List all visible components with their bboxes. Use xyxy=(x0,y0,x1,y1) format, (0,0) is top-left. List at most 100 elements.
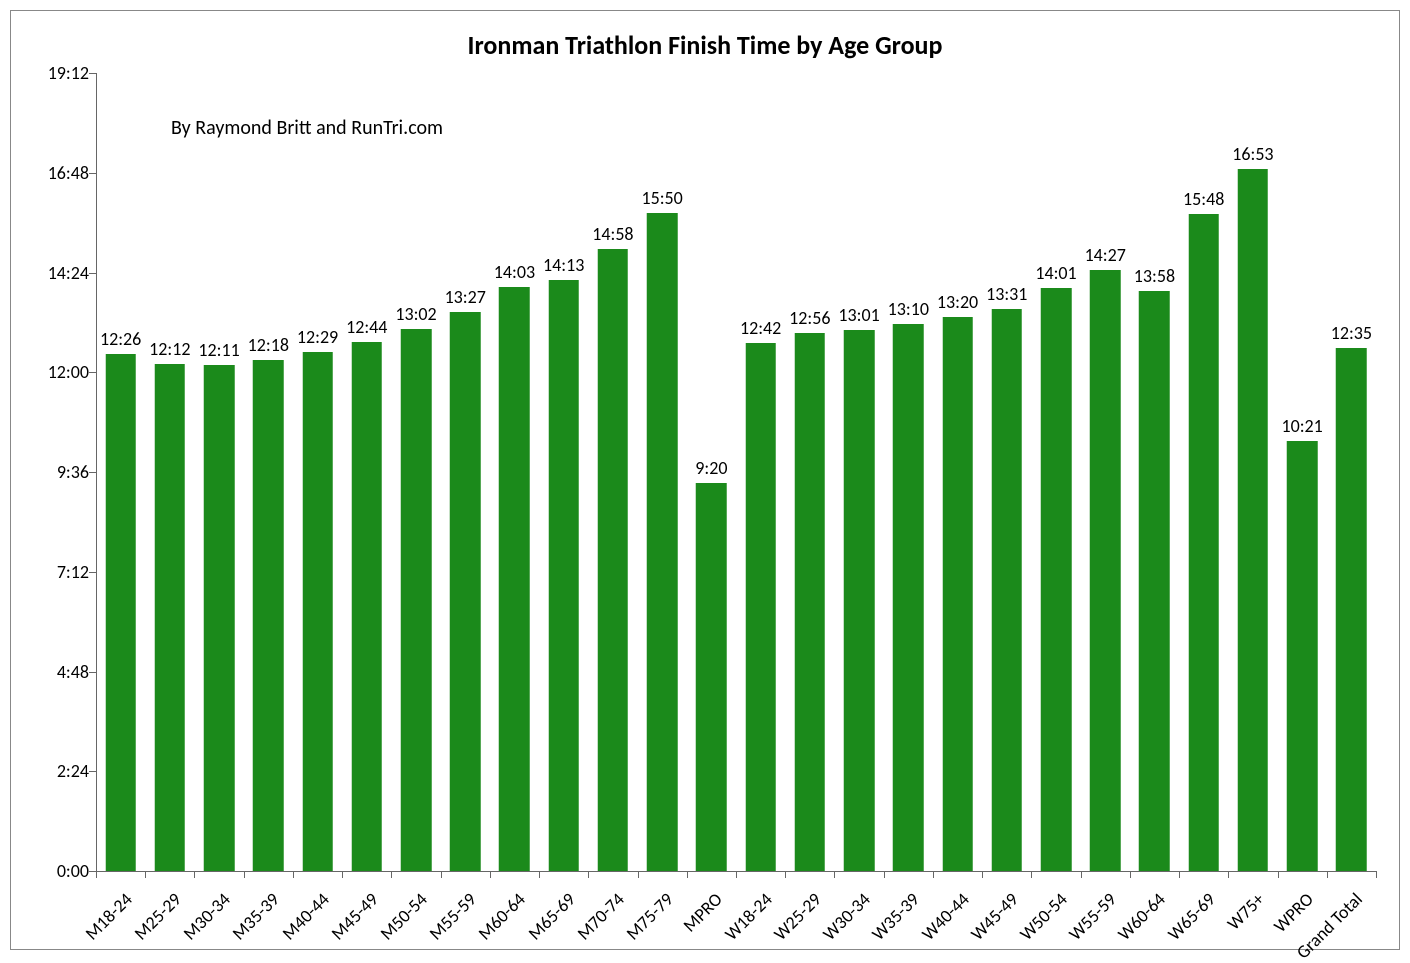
x-tick-mark xyxy=(834,871,835,878)
bar-slot: 13:58 xyxy=(1130,73,1179,871)
x-category-label: W60-64 xyxy=(1114,888,1171,945)
y-tick-mark xyxy=(89,73,96,74)
bar-value-label: 14:58 xyxy=(592,223,633,245)
bar-value-label: 12:56 xyxy=(789,307,830,329)
bar-value-label: 13:58 xyxy=(1134,265,1175,287)
x-tick-mark xyxy=(96,871,97,878)
bar-slot: 14:58 xyxy=(588,73,637,871)
bar xyxy=(155,364,186,871)
bar xyxy=(302,352,333,871)
x-category-label: M50-54 xyxy=(376,888,432,944)
chart-frame: Ironman Triathlon Finish Time by Age Gro… xyxy=(10,10,1400,950)
bar-slot: 13:27 xyxy=(441,73,490,871)
bar-value-label: 13:01 xyxy=(838,304,879,326)
chart-title: Ironman Triathlon Finish Time by Age Gro… xyxy=(11,29,1399,61)
bar-value-label: 14:03 xyxy=(494,261,535,283)
y-tick-mark xyxy=(89,372,96,373)
bar xyxy=(991,309,1022,871)
bar xyxy=(105,354,136,871)
x-tick-mark xyxy=(244,871,245,878)
bar-value-label: 13:31 xyxy=(986,283,1027,305)
x-tick-mark xyxy=(1031,871,1032,878)
x-tick-mark xyxy=(391,871,392,878)
bar-value-label: 9:20 xyxy=(695,457,727,479)
bar-value-label: 13:10 xyxy=(888,298,929,320)
bar xyxy=(795,333,826,871)
x-tick-mark xyxy=(145,871,146,878)
bar-slot: 13:02 xyxy=(391,73,440,871)
x-tick-mark xyxy=(1376,871,1377,878)
x-category-label: W50-54 xyxy=(1015,888,1072,945)
bar xyxy=(893,324,924,871)
y-tick-label: 12:00 xyxy=(19,361,89,383)
y-tick-mark xyxy=(89,771,96,772)
bar xyxy=(1041,288,1072,871)
x-tick-mark xyxy=(342,871,343,878)
bar xyxy=(499,287,530,871)
x-category-label: M60-64 xyxy=(474,888,530,944)
x-category-label: M70-74 xyxy=(573,888,629,944)
y-tick-mark xyxy=(89,572,96,573)
bar-value-label: 16:53 xyxy=(1232,143,1273,165)
x-tick-mark xyxy=(490,871,491,878)
bar-value-label: 14:13 xyxy=(543,254,584,276)
x-category-label: W75+ xyxy=(1223,888,1269,934)
x-category-label: M25-29 xyxy=(129,888,185,944)
bar xyxy=(1287,441,1318,871)
y-tick-mark xyxy=(89,472,96,473)
x-category-label: W40-44 xyxy=(917,888,974,945)
bar-slot: 14:03 xyxy=(490,73,539,871)
plot-area: 12:2612:1212:11 12:18 12:2912:4413:0213:27… xyxy=(96,73,1376,871)
bar-value-label: 13:02 xyxy=(395,303,436,325)
x-tick-mark xyxy=(1228,871,1229,878)
bar-value-label: 12:18 xyxy=(248,334,289,356)
x-category-label: W55-59 xyxy=(1064,888,1121,945)
x-tick-mark xyxy=(982,871,983,878)
x-tick-mark xyxy=(293,871,294,878)
bar-value-label: 14:27 xyxy=(1085,244,1126,266)
y-tick-mark xyxy=(89,871,96,872)
bar-slot: 10:21 xyxy=(1278,73,1327,871)
bar-value-label: 10:21 xyxy=(1281,415,1322,437)
x-category-label: M55-59 xyxy=(425,888,481,944)
x-tick-mark xyxy=(736,871,737,878)
x-tick-mark xyxy=(638,871,639,878)
bar xyxy=(1090,270,1121,871)
y-tick-label: 0:00 xyxy=(19,860,89,882)
bar xyxy=(647,213,678,871)
bar-slot: 16:53 xyxy=(1228,73,1277,871)
bar-value-label: 12:26 xyxy=(100,328,141,350)
bar xyxy=(1188,214,1219,871)
bar-value-label: 12:35 xyxy=(1331,322,1372,344)
bar xyxy=(1139,291,1170,871)
x-category-label: M35-39 xyxy=(228,888,284,944)
y-tick-label: 19:12 xyxy=(19,62,89,84)
x-tick-mark xyxy=(687,871,688,878)
bar xyxy=(450,312,481,871)
bar-slot: 12:42 xyxy=(736,73,785,871)
bar-slot: 9:20 xyxy=(687,73,736,871)
x-category-label: W30-34 xyxy=(818,888,875,945)
bar-value-label: 12:11 xyxy=(198,339,239,361)
y-tick-label: 14:24 xyxy=(19,262,89,284)
bar xyxy=(1238,169,1269,871)
x-category-label: M30-34 xyxy=(179,888,235,944)
x-tick-mark xyxy=(1278,871,1279,878)
bar xyxy=(1336,348,1367,871)
bar-value-label: 13:20 xyxy=(937,291,978,313)
y-tick-label: 16:48 xyxy=(19,162,89,184)
bar-value-label: 15:48 xyxy=(1183,188,1224,210)
bar-slot: 12:56 xyxy=(785,73,834,871)
x-tick-mark xyxy=(588,871,589,878)
x-category-label: W35-39 xyxy=(867,888,924,945)
bar-value-label: 14:01 xyxy=(1035,262,1076,284)
bar-slot: 12:12 xyxy=(145,73,194,871)
y-tick-mark xyxy=(89,273,96,274)
bar-slot: 12:44 xyxy=(342,73,391,871)
x-tick-mark xyxy=(884,871,885,878)
x-tick-mark xyxy=(539,871,540,878)
bar-value-label: 12:29 xyxy=(297,326,338,348)
bar-slot: 13:20 xyxy=(933,73,982,871)
bar-slot: 14:01 xyxy=(1031,73,1080,871)
bar-slot: 12:29 xyxy=(293,73,342,871)
